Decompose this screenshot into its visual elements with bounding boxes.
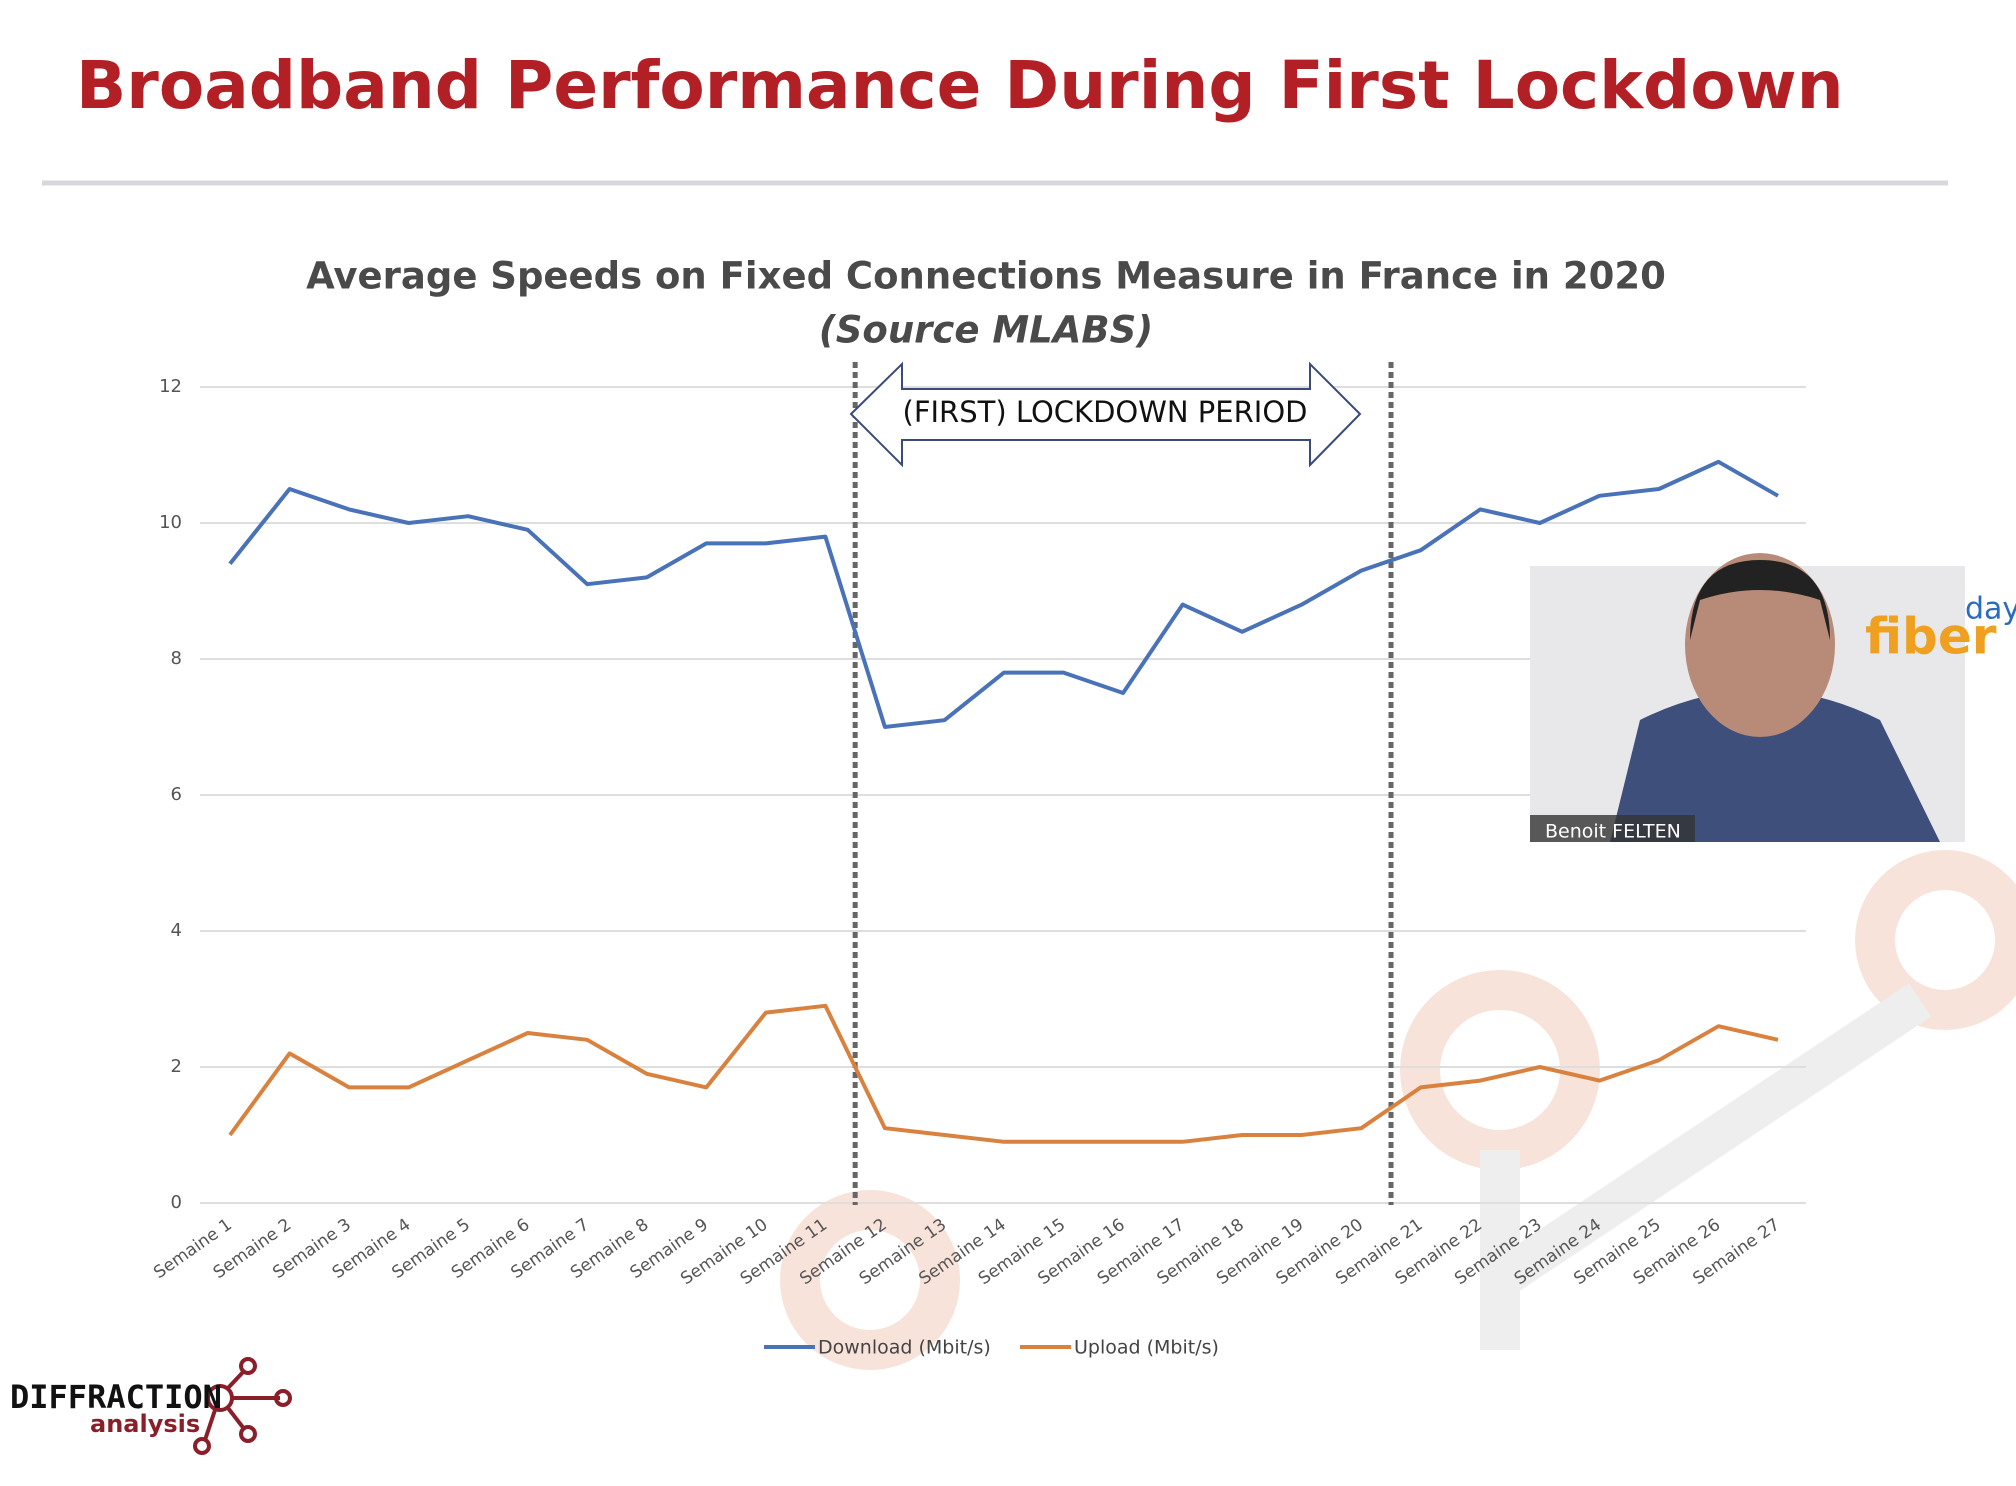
y-tick-label: 0 bbox=[171, 1192, 182, 1213]
company-logo-name: DIFFRACTION bbox=[10, 1378, 222, 1416]
person-body bbox=[1610, 690, 1940, 842]
y-tick-label: 8 bbox=[171, 648, 182, 669]
name-tag bbox=[1530, 815, 1695, 842]
webcam: Benoit FELTEN bbox=[1530, 553, 1965, 843]
y-tick-label: 10 bbox=[159, 512, 182, 533]
slide-title: Broadband Performance During First Lockd… bbox=[76, 47, 1844, 124]
background-decoration bbox=[780, 850, 2016, 1370]
lockdown-label: (FIRST) LOCKDOWN PERIOD bbox=[903, 395, 1308, 429]
company-logo-mark bbox=[193, 1357, 292, 1455]
person-head bbox=[1685, 553, 1835, 737]
event-logo-word: fiber bbox=[1865, 608, 1997, 666]
y-tick-label: 4 bbox=[171, 920, 182, 941]
person-hair bbox=[1690, 560, 1830, 640]
legend-label: Upload (Mbit/s) bbox=[1074, 1337, 1219, 1359]
data-line bbox=[228, 459, 1779, 729]
speaker-name: Benoit FELTEN bbox=[1545, 821, 1681, 843]
data-line bbox=[228, 1003, 1779, 1144]
event-logo-superscript: day bbox=[1965, 592, 2016, 627]
y-tick-label: 6 bbox=[171, 784, 182, 805]
y-tick-label: 12 bbox=[159, 376, 182, 397]
lockdown-arrow bbox=[849, 361, 1362, 468]
company-logo-tagline: analysis bbox=[90, 1410, 200, 1438]
y-tick-label: 2 bbox=[171, 1056, 182, 1077]
legend-label: Download (Mbit/s) bbox=[818, 1337, 991, 1359]
chart-subtitle: (Source MLABS) bbox=[819, 309, 1153, 352]
chart-title: Average Speeds on Fixed Connections Meas… bbox=[306, 255, 1666, 298]
